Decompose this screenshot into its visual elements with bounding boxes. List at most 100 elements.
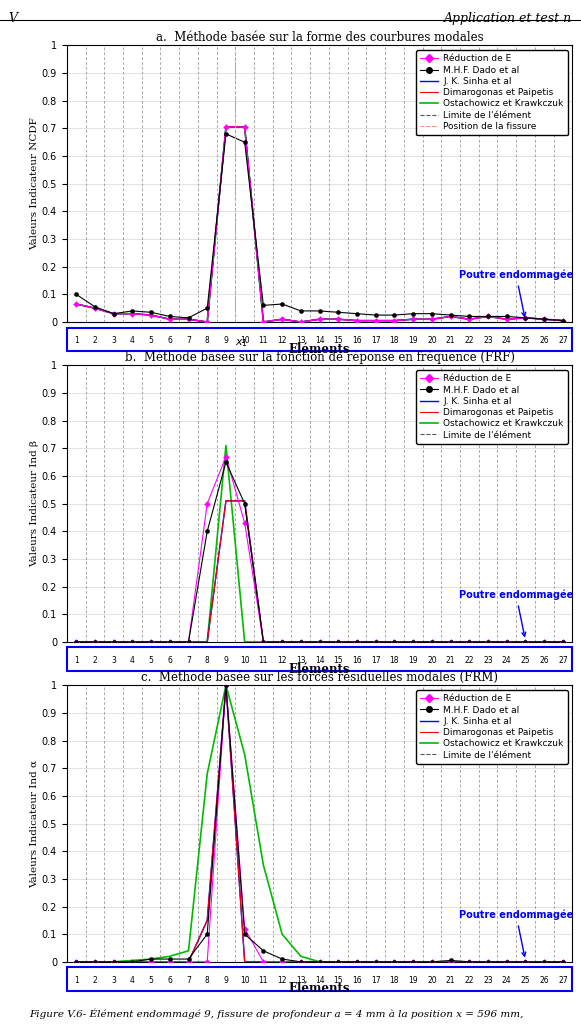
Text: 20: 20 (427, 336, 437, 345)
Text: 13: 13 (296, 336, 306, 345)
Text: 7: 7 (186, 336, 191, 345)
Text: 10: 10 (240, 336, 249, 345)
Text: 14: 14 (315, 336, 324, 345)
Legend: Réduction de E, M.H.F. Dado et al, J. K. Sinha et al, Dimarogonas et Paipetis, O: Réduction de E, M.H.F. Dado et al, J. K.… (416, 50, 568, 135)
Text: 5: 5 (149, 976, 153, 985)
Text: 2: 2 (92, 976, 97, 985)
Text: 3: 3 (111, 336, 116, 345)
Text: 24: 24 (502, 976, 512, 985)
Text: 1: 1 (74, 976, 78, 985)
Text: 24: 24 (502, 656, 512, 665)
Title: b.  Méthode basée sur la fonction de réponse en fréquence (FRF): b. Méthode basée sur la fonction de répo… (124, 351, 515, 364)
Text: 21: 21 (446, 336, 456, 345)
Text: 12: 12 (277, 656, 287, 665)
Text: 24: 24 (502, 336, 512, 345)
Legend: Réduction de E, M.H.F. Dado et al, J. K. Sinha et al, Dimarogonas et Paipetis, O: Réduction de E, M.H.F. Dado et al, J. K.… (416, 369, 568, 444)
Text: 22: 22 (465, 976, 474, 985)
Text: Eléments: Eléments (289, 663, 350, 676)
Text: V: V (9, 12, 17, 26)
Text: 5: 5 (149, 656, 153, 665)
Text: $x_1$: $x_1$ (235, 337, 248, 349)
Text: 15: 15 (333, 336, 343, 345)
Text: 11: 11 (259, 336, 268, 345)
Text: Application et test n: Application et test n (444, 12, 572, 26)
Text: 3: 3 (111, 976, 116, 985)
Text: Poutre endommagée: Poutre endommagée (459, 270, 573, 317)
Text: 8: 8 (205, 656, 210, 665)
Text: 9: 9 (224, 976, 228, 985)
Text: 4: 4 (130, 976, 135, 985)
Text: 21: 21 (446, 976, 456, 985)
Text: 6: 6 (167, 976, 172, 985)
Text: 17: 17 (371, 336, 381, 345)
Text: 2: 2 (92, 336, 97, 345)
Text: 2: 2 (92, 656, 97, 665)
Text: Poutre endommagée: Poutre endommagée (459, 910, 573, 957)
Text: 7: 7 (186, 656, 191, 665)
Text: 25: 25 (521, 656, 530, 665)
Text: Eléments: Eléments (289, 982, 350, 996)
Y-axis label: Valeurs Indicateur NCDF: Valeurs Indicateur NCDF (30, 118, 39, 250)
Text: 7: 7 (186, 976, 191, 985)
Text: 25: 25 (521, 336, 530, 345)
Text: 6: 6 (167, 336, 172, 345)
Text: 10: 10 (240, 656, 249, 665)
Text: Poutre endommagée: Poutre endommagée (459, 590, 573, 637)
Text: 27: 27 (558, 336, 568, 345)
Text: 18: 18 (390, 336, 399, 345)
Legend: Réduction de E, M.H.F. Dado et al, J. K. Sinha et al, Dimarogonas et Paipetis, O: Réduction de E, M.H.F. Dado et al, J. K.… (416, 689, 568, 764)
Text: 16: 16 (352, 976, 362, 985)
Text: 19: 19 (408, 656, 418, 665)
Y-axis label: Valeurs Indicateur Ind α: Valeurs Indicateur Ind α (30, 760, 39, 888)
Text: 17: 17 (371, 656, 381, 665)
Title: c.  Méthode basée sur les forces résiduelles modales (FRM): c. Méthode basée sur les forces résiduel… (141, 671, 498, 684)
Text: 11: 11 (259, 656, 268, 665)
Text: 26: 26 (539, 656, 549, 665)
Text: 26: 26 (539, 976, 549, 985)
Text: 14: 14 (315, 976, 324, 985)
Text: 17: 17 (371, 976, 381, 985)
Text: Figure V.6- Élément endommagé 9, fissure de profondeur a = 4 mm à la position x : Figure V.6- Élément endommagé 9, fissure… (29, 1008, 523, 1019)
Text: 20: 20 (427, 976, 437, 985)
Text: Eléments: Eléments (289, 343, 350, 356)
Text: 23: 23 (483, 976, 493, 985)
Title: a.  Méthode basée sur la forme des courbures modales: a. Méthode basée sur la forme des courbu… (156, 31, 483, 44)
Text: 9: 9 (224, 656, 228, 665)
Bar (67, 647, 572, 671)
Text: 21: 21 (446, 656, 456, 665)
Text: 6: 6 (167, 656, 172, 665)
Text: 13: 13 (296, 976, 306, 985)
Text: 19: 19 (408, 976, 418, 985)
Text: 27: 27 (558, 976, 568, 985)
Text: 4: 4 (130, 336, 135, 345)
Text: 19: 19 (408, 336, 418, 345)
Text: 12: 12 (277, 976, 287, 985)
Y-axis label: Valeurs Indicateur Ind β: Valeurs Indicateur Ind β (30, 440, 39, 568)
Text: 9: 9 (224, 336, 228, 345)
Text: 13: 13 (296, 656, 306, 665)
Text: 15: 15 (333, 656, 343, 665)
Text: 10: 10 (240, 976, 249, 985)
Text: 27: 27 (558, 656, 568, 665)
Text: 16: 16 (352, 336, 362, 345)
Text: 16: 16 (352, 656, 362, 665)
Text: 11: 11 (259, 976, 268, 985)
Text: 14: 14 (315, 656, 324, 665)
Text: 18: 18 (390, 976, 399, 985)
Bar (67, 327, 572, 351)
Text: 12: 12 (277, 336, 287, 345)
Text: 22: 22 (465, 336, 474, 345)
Text: 4: 4 (130, 656, 135, 665)
Text: 8: 8 (205, 336, 210, 345)
Text: 18: 18 (390, 656, 399, 665)
Text: 1: 1 (74, 656, 78, 665)
Text: 20: 20 (427, 656, 437, 665)
Text: 5: 5 (149, 336, 153, 345)
Text: 15: 15 (333, 976, 343, 985)
Text: 22: 22 (465, 656, 474, 665)
Text: 26: 26 (539, 336, 549, 345)
Text: 25: 25 (521, 976, 530, 985)
Text: 3: 3 (111, 656, 116, 665)
Text: 23: 23 (483, 336, 493, 345)
Text: 23: 23 (483, 656, 493, 665)
